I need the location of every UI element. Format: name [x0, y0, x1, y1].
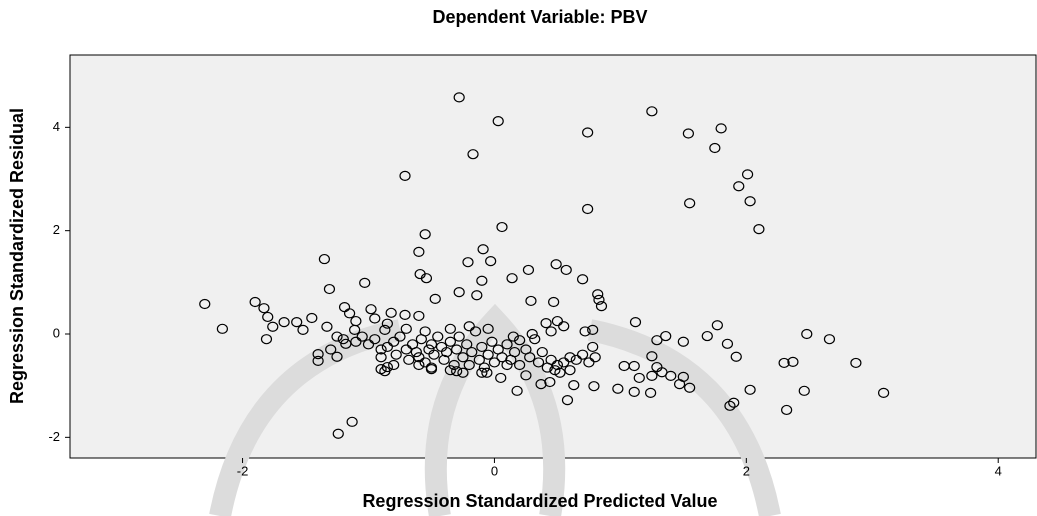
y-tick-label: 2: [53, 222, 60, 237]
y-tick-label: 4: [53, 119, 60, 134]
y-tick-label: 0: [53, 325, 60, 340]
y-tick-label: -2: [48, 429, 60, 444]
chart-title: Dependent Variable: PBV: [432, 7, 647, 27]
chart: Dependent Variable: PBV Regression Stand…: [0, 0, 1037, 516]
y-axis-label: Regression Standardized Residual: [7, 108, 27, 404]
x-tick-label: -2: [237, 463, 249, 478]
x-tick-label: 4: [995, 463, 1002, 478]
x-tick-label: 2: [743, 463, 750, 478]
x-tick-label: 0: [491, 463, 498, 478]
x-axis-label: Regression Standardized Predicted Value: [362, 491, 717, 511]
